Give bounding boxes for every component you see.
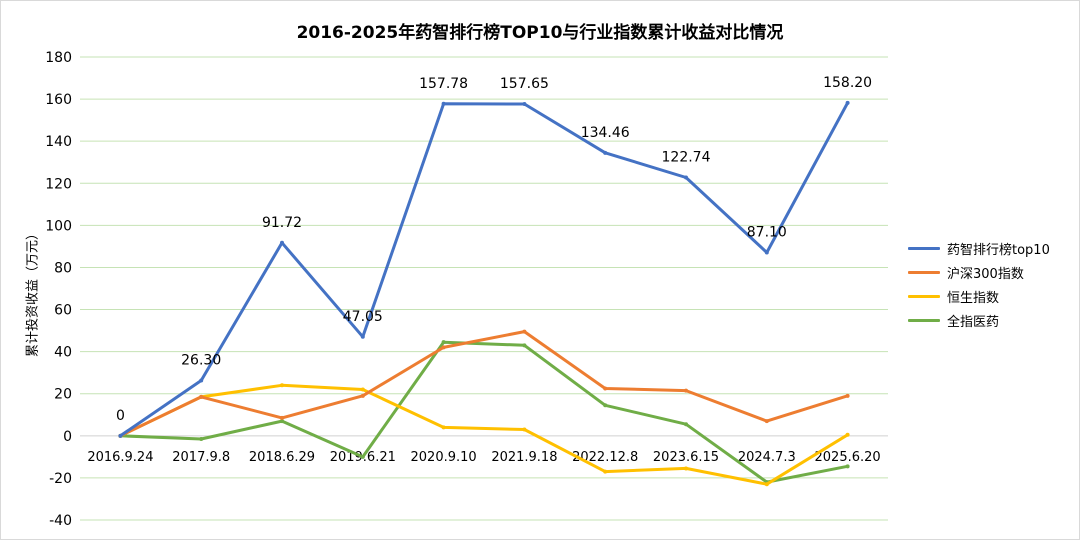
series-line-2 <box>118 383 850 486</box>
data-point <box>603 150 608 155</box>
data-label: 122.74 <box>662 150 711 166</box>
series-line-1 <box>118 330 850 438</box>
legend-label: 沪深300指数 <box>947 266 1024 282</box>
data-point <box>522 427 527 432</box>
data-point <box>360 454 365 459</box>
series-line-0 <box>118 101 850 438</box>
data-point <box>845 432 850 437</box>
data-label: 87.10 <box>747 225 787 241</box>
chart-title: 2016-2025年药智排行榜TOP10与行业指数累计收益对比情况 <box>296 23 784 43</box>
data-label: 26.30 <box>181 352 221 368</box>
data-point <box>280 383 284 388</box>
legend-swatch <box>908 318 940 322</box>
y-tick-label: 0 <box>63 429 72 445</box>
data-point <box>684 422 688 427</box>
data-point <box>845 100 850 105</box>
x-tick-label: 2016.9.24 <box>87 450 153 465</box>
x-tick-label: 2022.12.8 <box>572 450 638 465</box>
legend-swatch <box>908 246 940 250</box>
y-tick-label: 140 <box>45 134 72 150</box>
legend-swatch <box>908 294 940 298</box>
data-point <box>603 469 608 474</box>
x-tick-label: 2023.6.15 <box>653 450 719 465</box>
data-point <box>199 436 204 441</box>
legend-label: 全指医药 <box>947 314 1000 330</box>
y-tick-label: 20 <box>54 387 72 403</box>
legend-item: 药智排行榜top10 <box>908 236 1050 260</box>
x-tick-label: 2018.6.29 <box>249 450 315 465</box>
y-tick-label: -40 <box>49 513 72 529</box>
data-point <box>845 464 850 469</box>
x-tick-label: 2020.9.10 <box>411 450 477 465</box>
data-point <box>522 343 527 348</box>
data-label: 91.72 <box>262 215 302 231</box>
data-point <box>441 425 446 430</box>
data-point <box>764 250 769 255</box>
legend-item: 沪深300指数 <box>908 260 1050 284</box>
y-tick-label: 120 <box>45 176 72 192</box>
data-point <box>360 334 365 339</box>
data-label: 0 <box>116 408 125 424</box>
y-tick-label: 180 <box>45 50 72 66</box>
data-label: 158.20 <box>823 75 872 91</box>
x-tick-label: 2025.6.20 <box>815 450 881 465</box>
data-point <box>441 345 446 350</box>
series-line-3 <box>118 340 850 484</box>
data-point <box>845 393 850 398</box>
y-tick-label: -20 <box>49 471 72 487</box>
legend-label: 药智排行榜top10 <box>947 242 1050 258</box>
y-tick-label: 60 <box>54 303 72 319</box>
data-point <box>764 419 769 424</box>
data-point <box>280 415 284 420</box>
y-tick-label: 40 <box>54 345 72 361</box>
data-point <box>603 403 608 408</box>
data-point <box>522 102 527 107</box>
x-tick-label: 2024.7.3 <box>738 450 796 465</box>
data-label: 157.78 <box>419 76 468 92</box>
data-point <box>360 393 365 398</box>
data-point <box>441 101 446 106</box>
y-tick-label: 100 <box>45 218 72 234</box>
data-label: 134.46 <box>581 125 630 141</box>
data-point <box>280 240 284 245</box>
data-point <box>522 329 527 334</box>
data-point <box>684 466 688 471</box>
data-point <box>199 394 204 399</box>
x-tick-label: 2021.9.18 <box>491 450 557 465</box>
legend-label: 恒生指数 <box>947 290 1000 306</box>
data-point <box>764 482 769 487</box>
data-label: 47.05 <box>343 309 383 325</box>
legend-item: 恒生指数 <box>908 284 1050 308</box>
legend: 药智排行榜top10 沪深300指数 恒生指数全指医药 <box>908 236 1050 332</box>
legend-swatch <box>908 270 940 274</box>
data-point <box>441 340 446 345</box>
data-point <box>684 388 688 393</box>
data-label: 157.65 <box>500 76 549 92</box>
data-point <box>118 433 123 438</box>
data-point <box>199 378 204 383</box>
legend-item: 全指医药 <box>908 308 1050 332</box>
y-tick-label: 80 <box>54 260 72 276</box>
data-point <box>360 387 365 392</box>
data-point <box>280 419 284 424</box>
data-point <box>684 175 688 180</box>
y-tick-label: 160 <box>45 92 72 108</box>
data-point <box>603 386 608 391</box>
x-tick-label: 2017.9.8 <box>172 450 230 465</box>
